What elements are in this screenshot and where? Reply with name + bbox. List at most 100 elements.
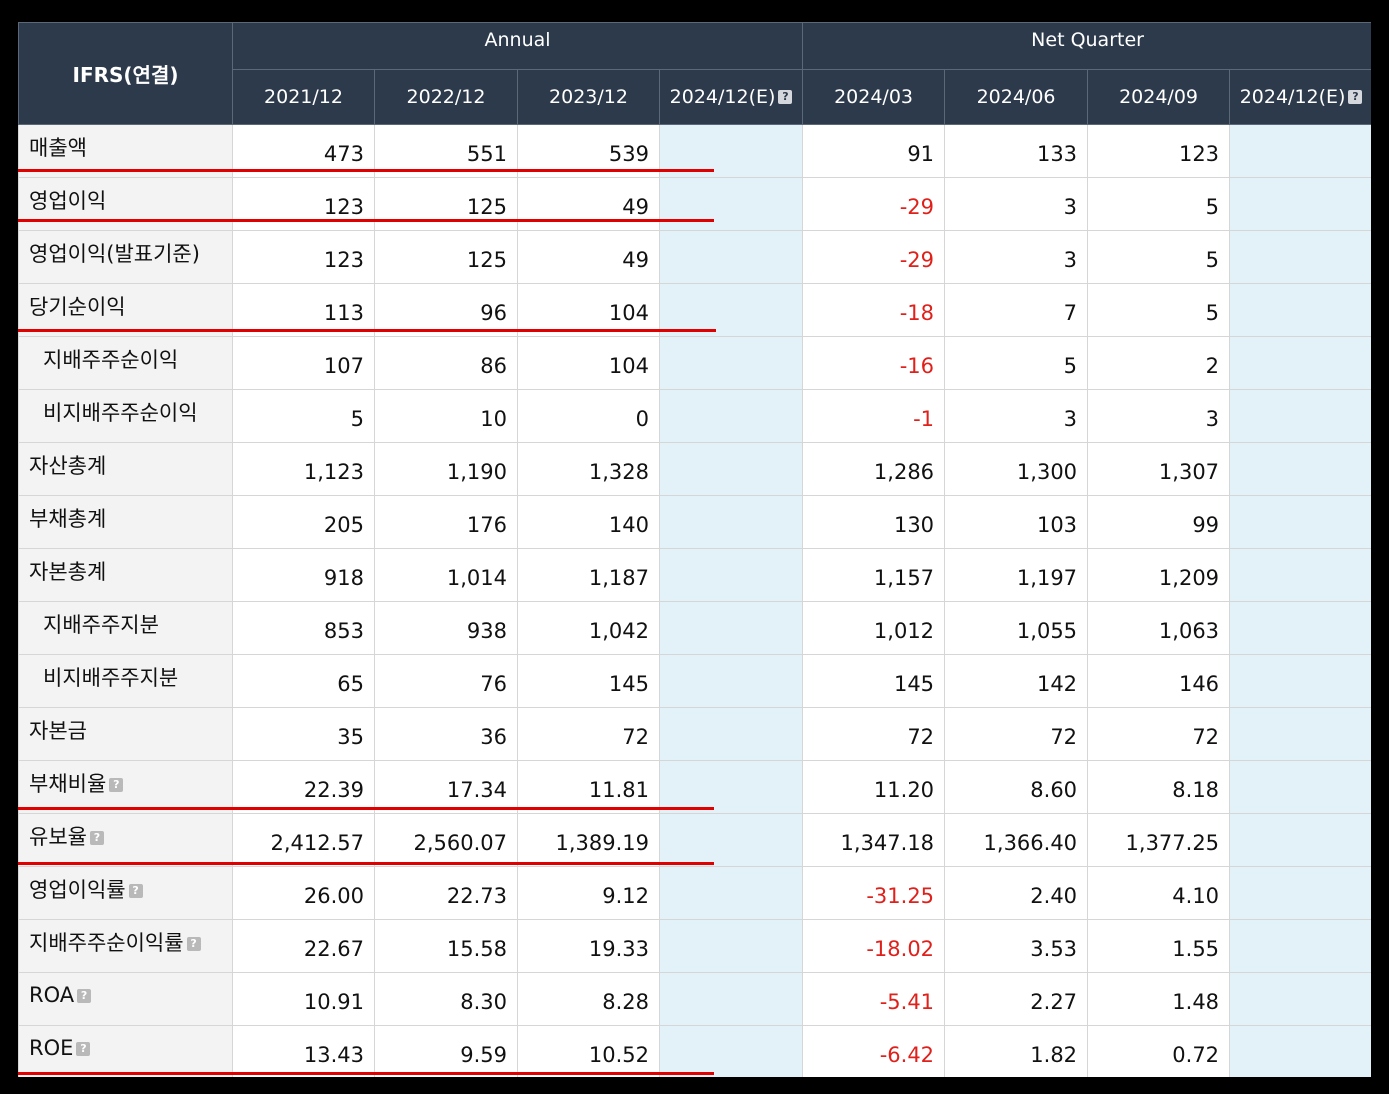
value-cell: 1,042 [517,601,660,655]
value-cell: 49 [517,230,660,284]
row-label-text: 지배주주순이익률 [29,931,184,955]
help-icon[interactable]: ? [76,1042,91,1056]
help-icon[interactable]: ? [77,989,92,1003]
value-cell: 96 [374,283,518,337]
value-cell: 0.72 [1087,1025,1231,1077]
table-row: 자본금 35 36 72 72 72 72 [18,707,1371,761]
cell-value: 1,157 [873,566,935,590]
cell-value: 3 [1063,248,1078,272]
cell-value: 123 [323,248,364,272]
cell-value: -18 [899,301,935,325]
highlight-line [18,862,714,865]
cell-value: 15.58 [446,937,507,961]
help-icon[interactable]: ? [778,90,793,104]
value-cell: 10.52 [517,1025,660,1077]
row-label-text: 당기순이익 [29,295,126,319]
cell-value: 8.30 [460,990,507,1014]
value-cell: 17.34 [374,760,518,814]
cell-value: 96 [480,301,507,325]
cell-value: 2 [1205,354,1220,378]
value-cell: 49 [517,177,660,231]
cell-value: 11.20 [873,778,935,802]
value-cell: 5 [944,336,1089,390]
estimate-cell [1229,336,1371,390]
estimate-cell [1229,707,1371,761]
value-cell: 125 [374,230,518,284]
value-cell: 1,347.18 [802,813,946,867]
row-label-text: ROE [29,1036,74,1060]
cell-value: 146 [1178,672,1220,696]
help-icon[interactable]: ? [1348,90,1363,104]
value-cell: 205 [232,495,375,549]
value-cell: 140 [517,495,660,549]
value-cell: 918 [232,548,375,602]
estimate-cell [658,760,804,814]
row-label-text: 부채비율 [29,772,107,796]
value-cell: 146 [1087,654,1231,708]
cell-value: 1.82 [1030,1043,1078,1067]
row-label: 당기순이익 [18,283,233,337]
value-cell: 26.00 [232,866,375,920]
cell-value: 104 [608,354,649,378]
help-icon[interactable]: ? [186,937,201,951]
value-cell: 853 [232,601,375,655]
value-cell: 9.59 [374,1025,518,1077]
value-cell: 72 [517,707,660,761]
value-cell: 2,560.07 [374,813,518,867]
estimate-cell [658,389,804,443]
value-cell: 3.53 [944,919,1089,973]
row-label: 지배주주순이익률? [18,919,233,973]
value-cell: 0 [517,389,660,443]
cell-value: 2,412.57 [270,831,364,855]
cell-value: 103 [1036,513,1078,537]
estimate-cell [658,972,804,1026]
table-row: 자산총계 1,123 1,190 1,328 1,286 1,300 1,307 [18,442,1371,496]
cell-value: 3 [1063,195,1078,219]
value-cell: 76 [374,654,518,708]
cell-value: 142 [1036,672,1078,696]
cell-value: -18.02 [866,937,935,961]
help-icon[interactable]: ? [89,831,104,845]
cell-value: 551 [466,142,507,166]
cell-value: 0.72 [1172,1043,1220,1067]
estimate-cell [1229,230,1371,284]
row-label: 자산총계 [18,442,233,496]
cell-value: 113 [323,301,364,325]
value-cell: 2.40 [944,866,1089,920]
value-cell: 145 [802,654,946,708]
value-cell: 1,187 [517,548,660,602]
estimate-cell [658,866,804,920]
cell-value: 1,187 [588,566,649,590]
cell-value: 1,377.25 [1125,831,1220,855]
cell-value: 19.33 [588,937,649,961]
value-cell: 5 [1087,177,1231,231]
help-icon[interactable]: ? [128,884,143,898]
cell-value: 22.73 [446,884,507,908]
cell-value: 5 [1205,248,1220,272]
cell-value: 1,300 [1016,460,1078,484]
row-label-text: 자본금 [29,719,87,743]
row-label-text: 유보율 [29,825,87,849]
value-cell: 1,014 [374,548,518,602]
table-row: 유보율? 2,412.57 2,560.07 1,389.19 1,347.18 1,36… [18,813,1371,867]
row-label: 자본금 [18,707,233,761]
estimate-cell [658,336,804,390]
help-icon[interactable]: ? [109,778,124,792]
cell-value: 1,307 [1158,460,1220,484]
estimate-cell [658,654,804,708]
cell-value: 22.67 [303,937,364,961]
cell-value: 539 [608,142,649,166]
cell-value: 7 [1063,301,1078,325]
value-cell: -31.25 [802,866,946,920]
cell-value: 91 [907,142,935,166]
estimate-cell [658,813,804,867]
value-cell: 142 [944,654,1089,708]
cell-value: 17.34 [446,778,507,802]
cell-value: 123 [1178,142,1220,166]
table-row: ROA? 10.91 8.30 8.28 -5.41 2.27 1.48 [18,972,1371,1026]
table-row: ROE? 13.43 9.59 10.52 -6.42 1.82 0.72 [18,1025,1371,1077]
row-label-text: 영업이익률 [29,878,126,902]
cell-value: 853 [323,619,364,643]
cell-value: 1.48 [1172,990,1220,1014]
cell-value: 5 [1063,354,1078,378]
